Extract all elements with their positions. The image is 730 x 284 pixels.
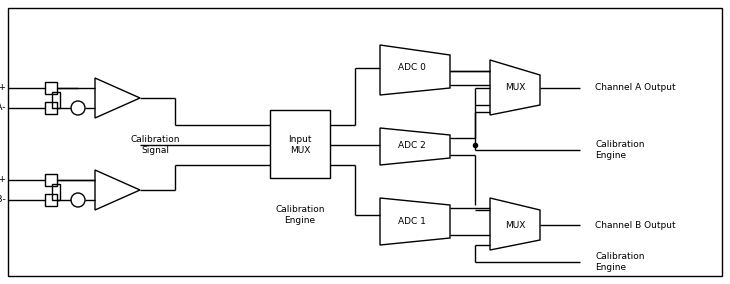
Text: INB-: INB-	[0, 195, 6, 204]
Bar	[52, 92, 60, 108]
Bar	[45, 82, 57, 94]
Text: MUX: MUX	[505, 83, 525, 93]
Text: Channel A Output: Channel A Output	[595, 83, 676, 93]
Text: Calibration
Engine: Calibration Engine	[595, 252, 645, 272]
Bar	[270, 110, 330, 178]
Text: Calibration
Engine: Calibration Engine	[275, 205, 325, 225]
Text: MUX: MUX	[505, 220, 525, 229]
Bar	[45, 174, 57, 186]
Text: INA+: INA+	[0, 83, 6, 93]
Text: Calibration
Engine: Calibration Engine	[595, 140, 645, 160]
Text: ADC 0: ADC 0	[398, 64, 426, 72]
Text: Input
MUX: Input MUX	[288, 135, 312, 155]
Bar	[45, 102, 57, 114]
Text: INA-: INA-	[0, 103, 6, 112]
Bar	[52, 184, 60, 200]
Bar	[45, 194, 57, 206]
Text: Channel B Output: Channel B Output	[595, 220, 676, 229]
Text: ADC 1: ADC 1	[398, 218, 426, 227]
Text: Calibration
Signal: Calibration Signal	[130, 135, 180, 155]
Text: ADC 2: ADC 2	[398, 141, 426, 149]
Text: INB+: INB+	[0, 176, 6, 185]
